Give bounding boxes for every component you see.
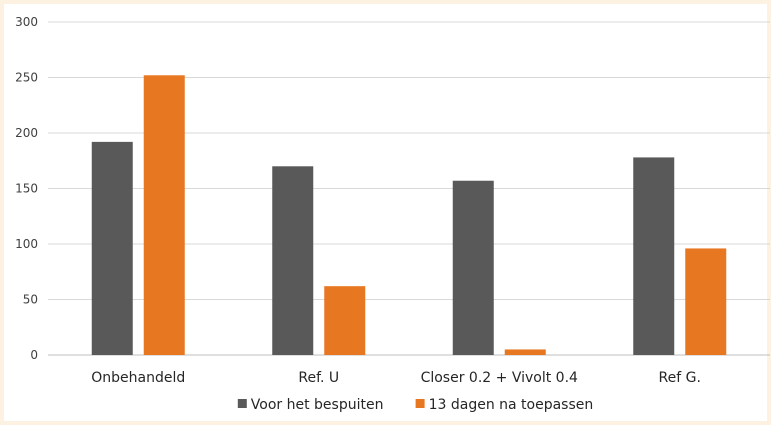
y-tick-label: 50 [23,293,38,307]
bar [91,141,133,355]
bar [504,349,546,355]
y-tick-label: 250 [15,71,38,85]
y-tick-label: 100 [15,237,38,251]
y-tick-label: 150 [15,182,38,196]
legend-label: 13 dagen na toepassen [429,397,594,413]
y-tick-label: 200 [15,126,38,140]
legend-swatch [237,399,247,408]
x-tick-label: Closer 0.2 + Vivolt 0.4 [421,370,578,386]
bar [324,286,366,355]
bar [452,180,494,355]
legend-swatch [415,399,425,408]
bar [143,75,185,355]
x-tick-label: Ref G. [659,370,701,386]
bar [633,157,675,355]
legend-label: Voor het bespuiten [251,397,384,413]
x-tick-label: Onbehandeld [91,370,185,386]
y-tick-label: 300 [15,15,38,29]
y-tick-label: 0 [30,348,38,362]
x-tick-label: Ref. U [298,370,339,386]
bar [272,166,314,355]
bar [685,248,727,355]
